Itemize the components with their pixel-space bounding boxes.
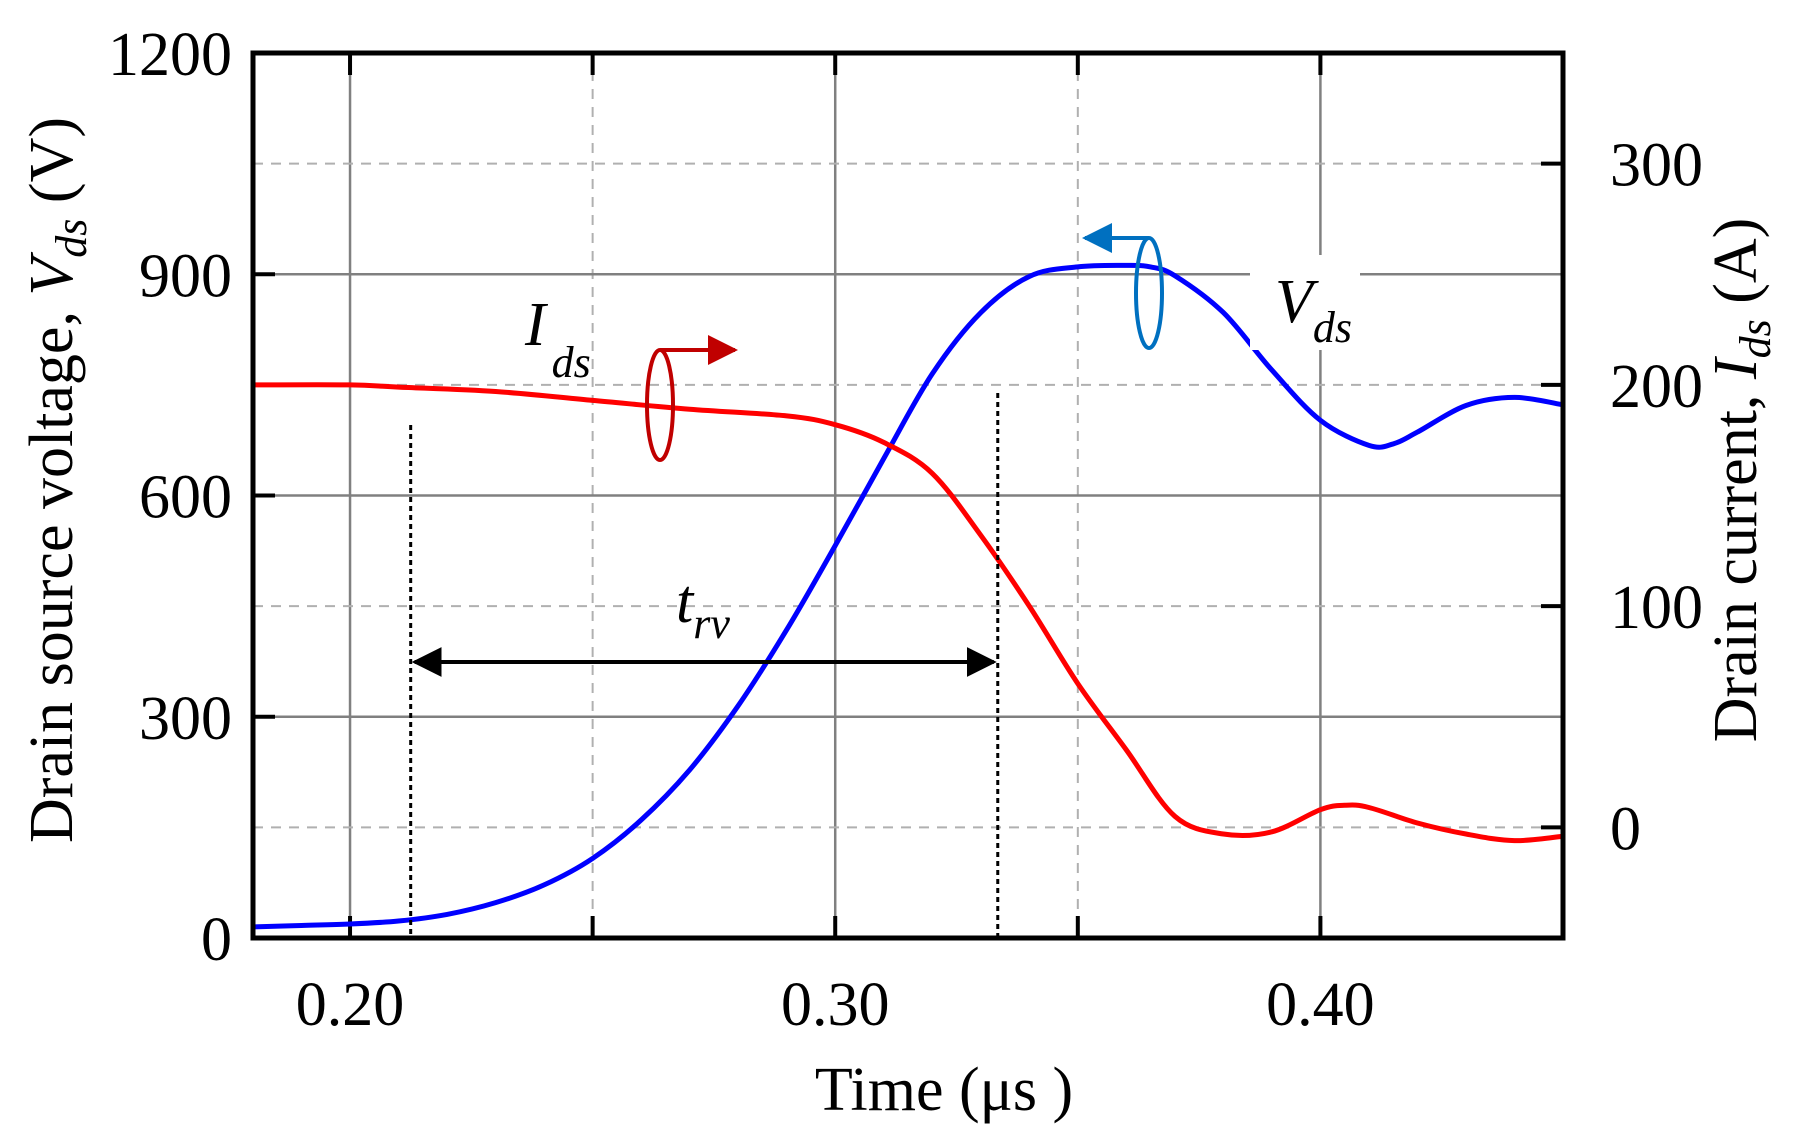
series-line-ids (250, 382, 1566, 844)
vds-label-background (1250, 255, 1360, 350)
y-left-tick-label: 0 (201, 906, 232, 974)
vds-label-symbol: V (1275, 268, 1319, 336)
y-right-tick-label: 300 (1610, 132, 1703, 200)
y-left-title-unit: (V) (18, 117, 86, 219)
y-left-title-symbol: V (18, 252, 86, 296)
y-left-title-prefix: Drain source voltage, (18, 296, 86, 843)
ids-label-subscript: ds (552, 338, 591, 387)
x-axis-title: Time (μs ) (815, 1056, 1073, 1124)
y-right-title-unit: (A) (1702, 218, 1770, 320)
axis-ticks (253, 53, 1565, 938)
vds-annotation-label: Vds (1275, 268, 1352, 352)
y-left-tick-label: 900 (139, 242, 232, 310)
grid-lines (253, 53, 1564, 938)
vds-label-subscript: ds (1313, 303, 1352, 352)
y-left-tick-label: 1200 (108, 21, 232, 89)
x-tick-label: 0.20 (296, 971, 405, 1039)
trv-label-symbol: t (676, 568, 695, 636)
x-tick-label: 0.40 (1266, 971, 1375, 1039)
plot-frame (250, 50, 1566, 941)
ids-annotation-label: Ids (524, 291, 591, 387)
annotations (409, 223, 1360, 938)
series-line-vds (250, 262, 1566, 930)
y-right-title-prefix: Drain current, (1702, 379, 1770, 742)
vds-indicator-ellipse (1134, 236, 1164, 350)
trv-annotation-label: trv (676, 568, 730, 648)
plot-series (250, 262, 1566, 930)
trv-label-subscript: rv (693, 599, 730, 648)
y-right-tick-label: 200 (1610, 353, 1703, 421)
x-tick-label: 0.30 (781, 971, 890, 1039)
y-right-tick-label: 0 (1610, 795, 1641, 863)
y-left-tick-label: 600 (139, 464, 232, 532)
y-right-title-symbol: I (1702, 355, 1770, 380)
y-right-tick-label: 100 (1610, 574, 1703, 642)
y-right-axis-title: Drain current, Ids (A) (1702, 218, 1780, 743)
ids-label-symbol: I (524, 291, 549, 359)
y-left-title-subscript: ds (47, 219, 96, 258)
tick-labels: 0.20 0.30 0.40 0 300 600 900 1200 0 100 200 300 (108, 21, 1703, 1039)
y-right-title-subscript: ds (1731, 319, 1780, 358)
y-left-axis-title: Drain source voltage, Vds (V) (18, 117, 96, 843)
y-left-tick-label: 300 (139, 685, 232, 753)
